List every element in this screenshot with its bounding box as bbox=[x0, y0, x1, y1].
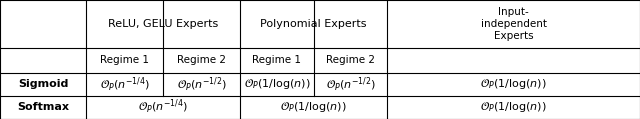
Text: $\mathcal{O}_P(n^{-1/4})$: $\mathcal{O}_P(n^{-1/4})$ bbox=[138, 98, 188, 117]
Text: Regime 1: Regime 1 bbox=[100, 55, 149, 65]
Text: $\mathcal{O}_P(1/\log(n))$: $\mathcal{O}_P(1/\log(n))$ bbox=[480, 77, 547, 92]
Text: Softmax: Softmax bbox=[17, 102, 69, 112]
Text: Polynomial Experts: Polynomial Experts bbox=[260, 19, 367, 29]
Text: $\mathcal{O}_P(n^{-1/4})$: $\mathcal{O}_P(n^{-1/4})$ bbox=[100, 75, 150, 94]
Text: $\mathcal{O}_P(1/\log(n))$: $\mathcal{O}_P(1/\log(n))$ bbox=[280, 100, 347, 114]
Text: Sigmoid: Sigmoid bbox=[18, 79, 68, 89]
Text: $\mathcal{O}_P(n^{-1/2})$: $\mathcal{O}_P(n^{-1/2})$ bbox=[326, 75, 375, 94]
Text: $\mathcal{O}_P(1/\log(n))$: $\mathcal{O}_P(1/\log(n))$ bbox=[480, 100, 547, 114]
Text: Regime 1: Regime 1 bbox=[252, 55, 301, 65]
Text: Regime 2: Regime 2 bbox=[326, 55, 375, 65]
Text: $\mathcal{O}_P(n^{-1/2})$: $\mathcal{O}_P(n^{-1/2})$ bbox=[177, 75, 227, 94]
Text: ReLU, GELU Experts: ReLU, GELU Experts bbox=[108, 19, 218, 29]
Text: Input-
independent
Experts: Input- independent Experts bbox=[481, 7, 547, 41]
Text: $\mathcal{O}_P(1/\log(n))$: $\mathcal{O}_P(1/\log(n))$ bbox=[243, 77, 310, 92]
Text: Regime 2: Regime 2 bbox=[177, 55, 226, 65]
